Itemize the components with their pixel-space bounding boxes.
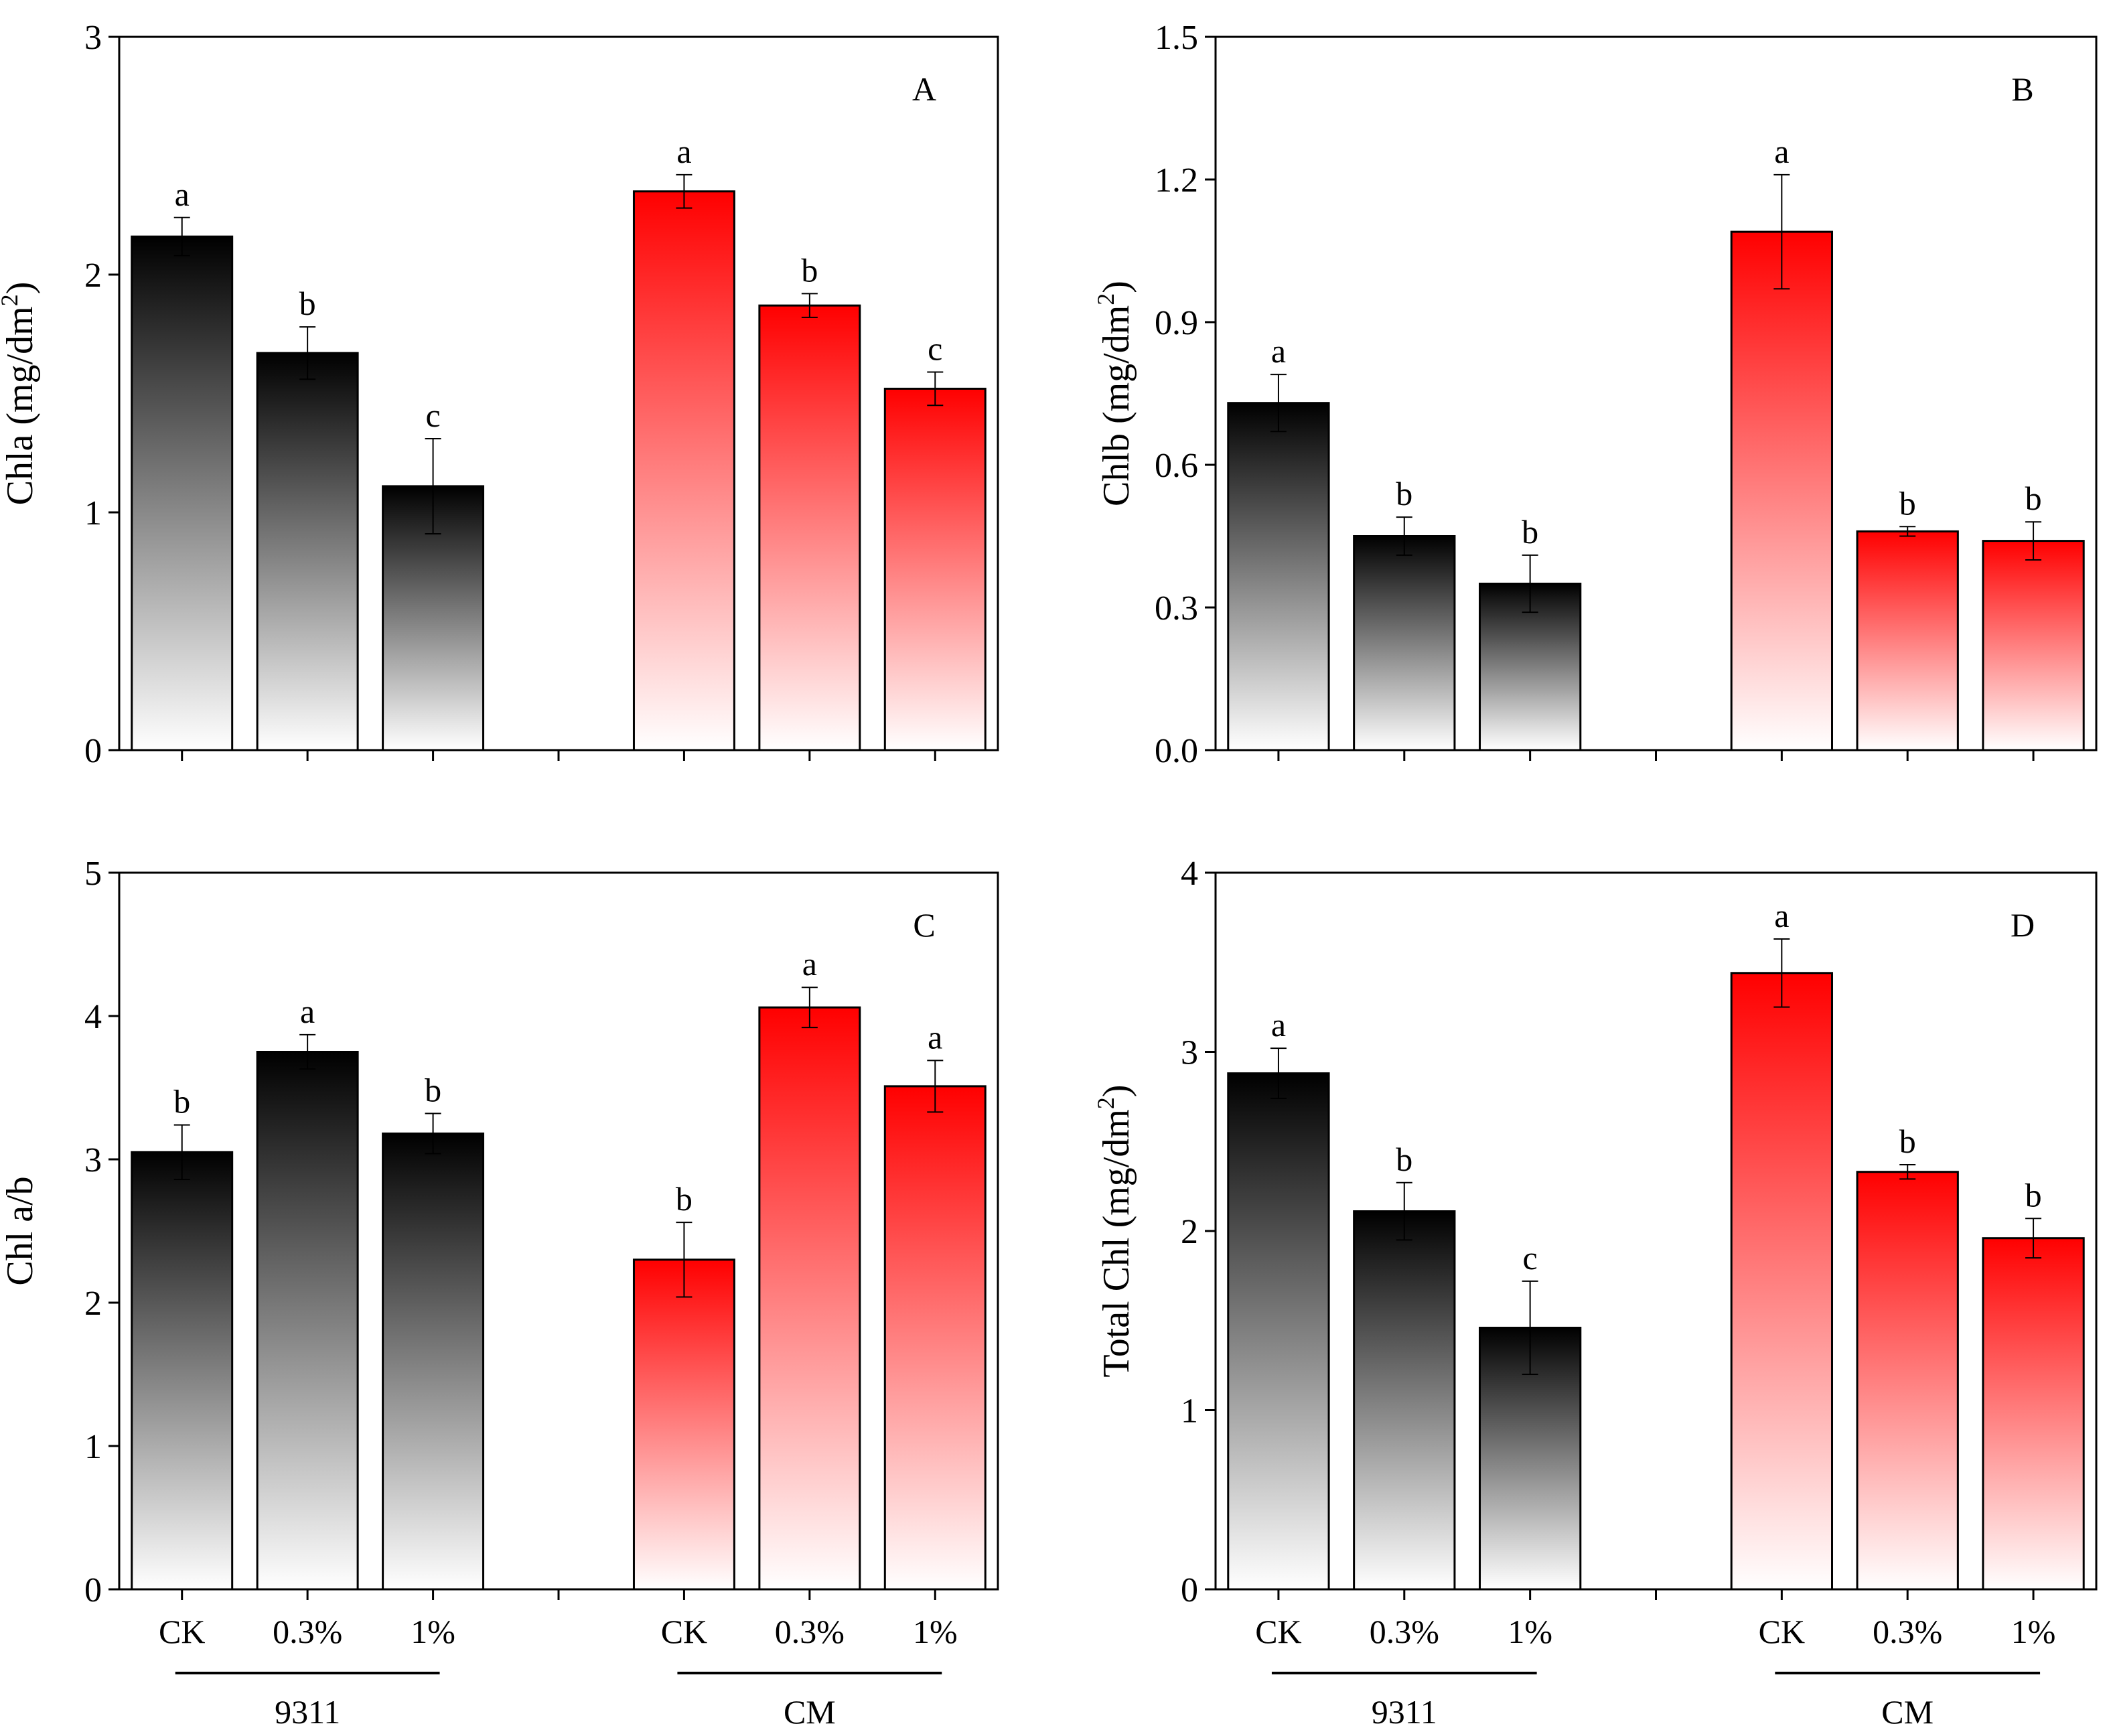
- bar: [1730, 230, 1834, 751]
- x-category-label: 0.3%: [775, 1613, 845, 1650]
- panel-label: C: [913, 906, 935, 944]
- bar: [883, 387, 987, 751]
- y-tick-label: 0.3: [1155, 589, 1198, 628]
- x-category-label: 0.3%: [1370, 1613, 1439, 1650]
- group-label: CM: [1881, 1693, 1934, 1731]
- significance-letter: b: [299, 285, 316, 322]
- bar: [1730, 972, 1834, 1591]
- bar: [883, 1085, 987, 1591]
- y-tick-label: 3: [1181, 1034, 1198, 1072]
- bar: [131, 235, 234, 751]
- bar: [256, 1051, 359, 1591]
- x-category-label: CK: [159, 1613, 205, 1650]
- x-category-label: 0.3%: [1873, 1613, 1942, 1650]
- significance-letter: a: [1774, 897, 1789, 934]
- y-tick-label: 5: [84, 855, 102, 893]
- bar: [1982, 1237, 2085, 1591]
- y-tick-label: 0: [84, 1571, 102, 1609]
- bar: [1353, 1210, 1456, 1591]
- significance-letter: b: [2025, 480, 2042, 517]
- bar: [1353, 535, 1456, 751]
- y-tick-label: 1.5: [1155, 19, 1198, 57]
- significance-letter: b: [425, 1072, 441, 1109]
- y-tick-label: 0: [84, 732, 102, 770]
- significance-letter: b: [1522, 513, 1538, 551]
- x-category-label: CK: [1759, 1613, 1805, 1650]
- bar: [382, 1132, 485, 1591]
- significance-letter: a: [1271, 1006, 1286, 1043]
- bar: [1982, 540, 2085, 751]
- significance-letter: b: [1396, 475, 1412, 512]
- bar: [758, 304, 861, 751]
- plot-frame: [1214, 35, 2098, 751]
- significance-letter: b: [1899, 1123, 1916, 1160]
- panel-D: 0 1 2 3 4 Total Chl (mg/dm2) Da b c a b b CK 0.3% 1% 93…: [1092, 855, 2098, 1731]
- plot-frame: [118, 871, 999, 1591]
- x-category-label: CK: [1255, 1613, 1301, 1650]
- y-tick-label: 0.6: [1155, 447, 1198, 485]
- y-tick-label: 0: [1181, 1571, 1198, 1609]
- y-tick-label: 1.2: [1155, 161, 1198, 200]
- y-axis-label: Chla (mg/dm2): [0, 282, 41, 506]
- y-axis-label: Chl a/b: [0, 1176, 41, 1285]
- bar: [758, 1006, 861, 1591]
- significance-letter: c: [928, 330, 942, 368]
- bar: [632, 1258, 735, 1591]
- y-tick-label: 0.0: [1155, 732, 1198, 770]
- x-category-label: 1%: [411, 1613, 455, 1650]
- significance-letter: a: [1271, 332, 1286, 370]
- significance-letter: b: [801, 251, 818, 289]
- panel-label: A: [912, 70, 936, 108]
- panel-label: D: [2011, 906, 2035, 944]
- panel-A: 0 1 2 3 Chla (mg/dm2) Aa b c a b c: [0, 19, 999, 770]
- y-tick-label: 2: [84, 257, 102, 295]
- panel-C: 0 1 2 3 4 5 Chl a/b Cb a b b a a CK 0.3% 1% 9311 CK 0.3% 1%…: [0, 855, 999, 1731]
- significance-letter: b: [1396, 1141, 1412, 1178]
- significance-letter: a: [928, 1018, 942, 1056]
- y-axis-label: Chlb (mg/dm2): [1092, 281, 1137, 506]
- y-tick-label: 1: [84, 1428, 102, 1466]
- y-tick-label: 4: [1181, 855, 1198, 893]
- significance-letter: b: [173, 1083, 190, 1120]
- y-tick-label: 1: [1181, 1392, 1198, 1431]
- x-category-label: 1%: [2011, 1613, 2056, 1650]
- bar: [1856, 530, 1959, 751]
- panel-label: B: [2011, 70, 2033, 108]
- y-tick-label: 3: [84, 1141, 102, 1179]
- x-category-label: CK: [661, 1613, 707, 1650]
- significance-letter: b: [676, 1180, 693, 1218]
- significance-letter: a: [676, 133, 691, 170]
- x-category-label: 1%: [913, 1613, 958, 1650]
- significance-letter: a: [802, 945, 817, 983]
- y-tick-label: 3: [84, 19, 102, 57]
- y-tick-label: 2: [1181, 1213, 1198, 1251]
- y-tick-label: 1: [84, 494, 102, 532]
- group-label: 9311: [1372, 1693, 1437, 1731]
- plot-frame: [1214, 871, 2098, 1591]
- significance-letter: c: [1523, 1239, 1538, 1277]
- bar: [131, 1151, 234, 1591]
- significance-letter: a: [175, 175, 190, 213]
- plot-frame: [118, 35, 999, 751]
- significance-letter: a: [300, 993, 315, 1030]
- x-category-label: 1%: [1508, 1613, 1552, 1650]
- bar: [256, 352, 359, 751]
- y-tick-label: 2: [84, 1285, 102, 1323]
- bar: [1227, 1072, 1330, 1591]
- bar: [1856, 1171, 1959, 1591]
- x-category-label: 0.3%: [273, 1613, 342, 1650]
- panel-B: 0.0 0.3 0.6 0.9 1.2 1.5 Chlb (mg/dm2) Ba b b a b b: [1092, 19, 2098, 770]
- y-axis-label: Total Chl (mg/dm2): [1092, 1084, 1137, 1377]
- group-label: CM: [784, 1693, 836, 1731]
- bar: [632, 190, 735, 751]
- bar: [1227, 402, 1330, 751]
- y-tick-label: 4: [84, 998, 102, 1036]
- significance-letter: c: [425, 396, 440, 434]
- significance-letter: b: [2025, 1176, 2042, 1214]
- y-tick-label: 0.9: [1155, 304, 1198, 342]
- group-label: 9311: [275, 1693, 340, 1731]
- significance-letter: a: [1774, 133, 1789, 170]
- significance-letter: b: [1899, 484, 1916, 522]
